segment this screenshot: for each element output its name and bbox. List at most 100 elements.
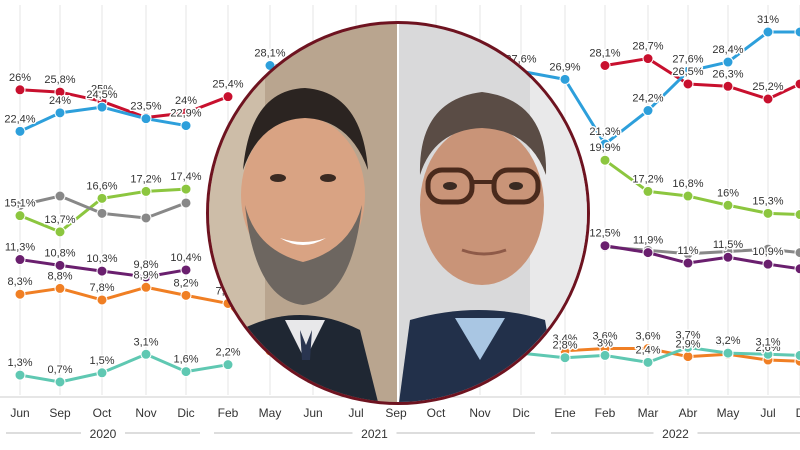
data-label: 15,3% bbox=[752, 195, 783, 207]
data-point bbox=[222, 359, 234, 371]
data-point bbox=[96, 207, 108, 219]
data-point bbox=[14, 199, 26, 211]
data-point bbox=[54, 86, 66, 98]
x-tick-label: Sep bbox=[385, 406, 407, 420]
data-label: 11,9% bbox=[633, 235, 664, 247]
data-label: 7,8% bbox=[89, 282, 114, 294]
data-point bbox=[722, 56, 734, 68]
data-label: 22,4% bbox=[4, 113, 35, 125]
data-label: 22,9% bbox=[170, 108, 201, 120]
data-label: 24,2% bbox=[632, 93, 663, 105]
x-tick-label: May bbox=[717, 406, 740, 420]
data-point bbox=[642, 53, 654, 65]
data-label: 16% bbox=[717, 187, 739, 199]
data-point bbox=[54, 259, 66, 271]
data-label: 16,8% bbox=[672, 178, 703, 190]
data-label: 25,2% bbox=[752, 81, 783, 93]
data-point bbox=[96, 294, 108, 306]
data-point bbox=[599, 154, 611, 166]
data-point bbox=[642, 356, 654, 368]
x-tick-label: Oct bbox=[93, 406, 112, 420]
data-point bbox=[722, 199, 734, 211]
data-point bbox=[559, 352, 571, 364]
data-label: 2,9% bbox=[675, 339, 700, 351]
data-point bbox=[642, 343, 654, 355]
data-point bbox=[96, 101, 108, 113]
data-point bbox=[762, 348, 774, 360]
x-tick-label: Nov bbox=[135, 406, 156, 420]
data-label: 26,5% bbox=[672, 66, 703, 78]
data-label: 3,6% bbox=[635, 331, 660, 343]
data-point bbox=[14, 210, 26, 222]
data-point bbox=[794, 78, 800, 90]
data-label: 19,9% bbox=[589, 142, 620, 154]
x-tick-label: Mar bbox=[638, 406, 659, 420]
data-point bbox=[54, 190, 66, 202]
data-label: 8,3% bbox=[7, 276, 32, 288]
data-point bbox=[762, 258, 774, 270]
data-label: 17,2% bbox=[632, 173, 663, 185]
data-label: 3% bbox=[597, 337, 613, 349]
data-point bbox=[682, 257, 694, 269]
data-label: 10,3% bbox=[86, 253, 117, 265]
data-point bbox=[180, 120, 192, 132]
data-label: 26,9% bbox=[549, 61, 580, 73]
series-line bbox=[19, 88, 229, 119]
data-point bbox=[180, 264, 192, 276]
x-tick-label: Dic bbox=[512, 406, 529, 420]
data-point bbox=[54, 376, 66, 388]
data-point bbox=[642, 105, 654, 117]
data-label: 11% bbox=[677, 245, 698, 257]
data-label: 23,5% bbox=[130, 101, 161, 113]
data-point bbox=[180, 289, 192, 301]
left-tie bbox=[300, 330, 312, 360]
data-label: 28,4% bbox=[712, 44, 743, 56]
data-label: 3,2% bbox=[715, 335, 740, 347]
right-shirt bbox=[455, 318, 505, 360]
data-label: 8,9% bbox=[133, 269, 158, 281]
x-tick-label: Sep bbox=[49, 406, 71, 420]
data-point bbox=[682, 190, 694, 202]
x-tick-label: Jun bbox=[303, 406, 322, 420]
data-label: 1,6% bbox=[173, 354, 198, 366]
data-point bbox=[722, 251, 734, 263]
data-label: 23,6% bbox=[130, 99, 161, 111]
data-label: 17,2% bbox=[130, 173, 161, 185]
data-point bbox=[722, 347, 734, 359]
data-label: 8,8% bbox=[47, 270, 72, 282]
data-point bbox=[599, 240, 611, 252]
data-label: 26% bbox=[9, 72, 31, 84]
data-point bbox=[682, 351, 694, 363]
data-point bbox=[722, 80, 734, 92]
x-tick-label: Oct bbox=[427, 406, 446, 420]
data-point bbox=[14, 369, 26, 381]
data-point bbox=[642, 185, 654, 197]
x-axis: Jun Sep Oct Nov Dic Feb May Jun Jul Sep Oct Nov Dic E… bbox=[0, 396, 800, 441]
year-label: 2021 bbox=[361, 427, 388, 441]
data-point bbox=[180, 107, 192, 119]
data-point bbox=[140, 281, 152, 293]
data-point bbox=[794, 263, 800, 275]
data-label: 3,1% bbox=[133, 336, 158, 348]
x-tick-label: Ene bbox=[554, 406, 576, 420]
data-label: 10,4% bbox=[170, 252, 201, 264]
data-label: 24% bbox=[49, 95, 71, 107]
data-point bbox=[599, 59, 611, 71]
data-label: 28,1% bbox=[254, 47, 285, 59]
data-label: 1,5% bbox=[89, 355, 114, 367]
data-point bbox=[794, 209, 800, 221]
data-point bbox=[140, 212, 152, 224]
data-label: 2,2% bbox=[215, 347, 240, 359]
data-point bbox=[14, 125, 26, 137]
data-point bbox=[96, 367, 108, 379]
right-hair bbox=[419, 92, 547, 175]
data-label: 28,1% bbox=[589, 47, 620, 59]
data-point bbox=[140, 185, 152, 197]
data-label: 16,6% bbox=[86, 180, 117, 192]
data-label: 27,6% bbox=[672, 53, 703, 65]
data-label: 25,8% bbox=[44, 74, 75, 86]
series-line bbox=[19, 352, 229, 384]
data-point bbox=[599, 349, 611, 361]
data-label: 15,1% bbox=[4, 198, 35, 210]
